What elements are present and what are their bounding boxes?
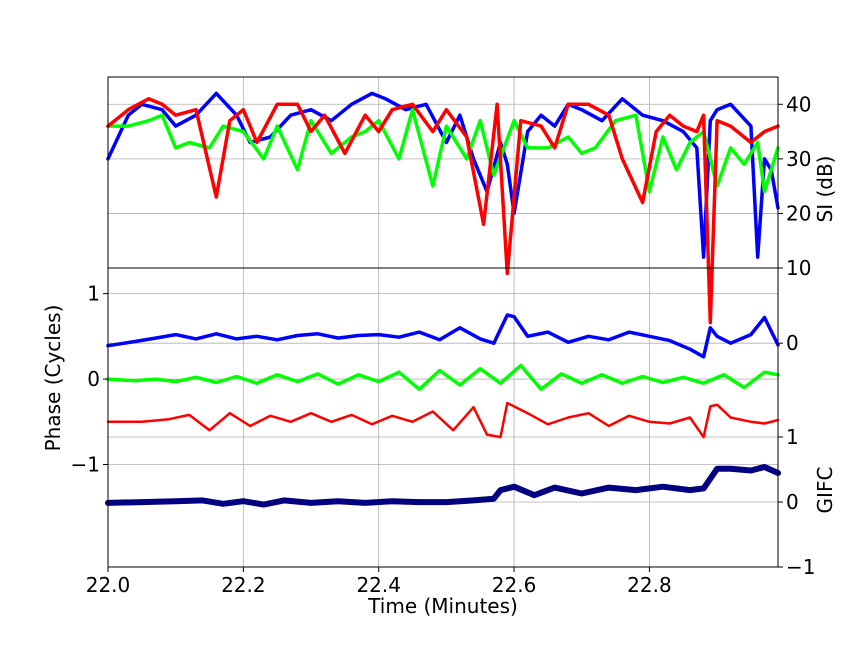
si-series-line-2	[106, 107, 780, 194]
phase-y-tick-label: 1	[87, 282, 100, 306]
x-axis-title: Time (Minutes)	[367, 594, 518, 618]
gifc-y-tick-label: −1	[786, 555, 815, 579]
x-tick-label: 22.6	[492, 573, 537, 597]
phase-series-line-2	[106, 363, 780, 392]
si-y-tick-label: 20	[786, 201, 811, 225]
phase-series-line-3	[106, 401, 780, 439]
si-axis-title: SI (dB)	[813, 156, 837, 223]
gifc-axis-title: GIFC	[813, 467, 837, 514]
si-y-tick-label: 40	[786, 92, 811, 116]
phase-axis-title: Phase (Cycles)	[41, 305, 65, 452]
series-layer	[105, 91, 781, 508]
si-y-tick-label: 10	[786, 256, 811, 280]
si-series-line-3	[106, 97, 780, 325]
x-tick-label: 22.4	[356, 573, 401, 597]
labels-layer: Time (Minutes) Phase (Cycles) SI (dB) GI…	[41, 156, 837, 618]
phase-series-line-1	[106, 313, 780, 359]
gifc-y-tick-label: 0	[786, 490, 799, 514]
x-tick-label: 22.2	[221, 573, 266, 597]
phase-right-tick-label: 0	[786, 331, 799, 355]
gifc-y-tick-label: 1	[786, 425, 799, 449]
x-tick-label: 22.0	[86, 573, 131, 597]
x-tick-label: 22.8	[627, 573, 672, 597]
phase-y-tick-label: 0	[87, 367, 100, 391]
phase-y-tick-label: −1	[71, 452, 100, 476]
phase-series-line-4	[105, 464, 781, 508]
si-y-tick-label: 30	[786, 147, 811, 171]
phase-panel-frame	[107, 267, 779, 568]
